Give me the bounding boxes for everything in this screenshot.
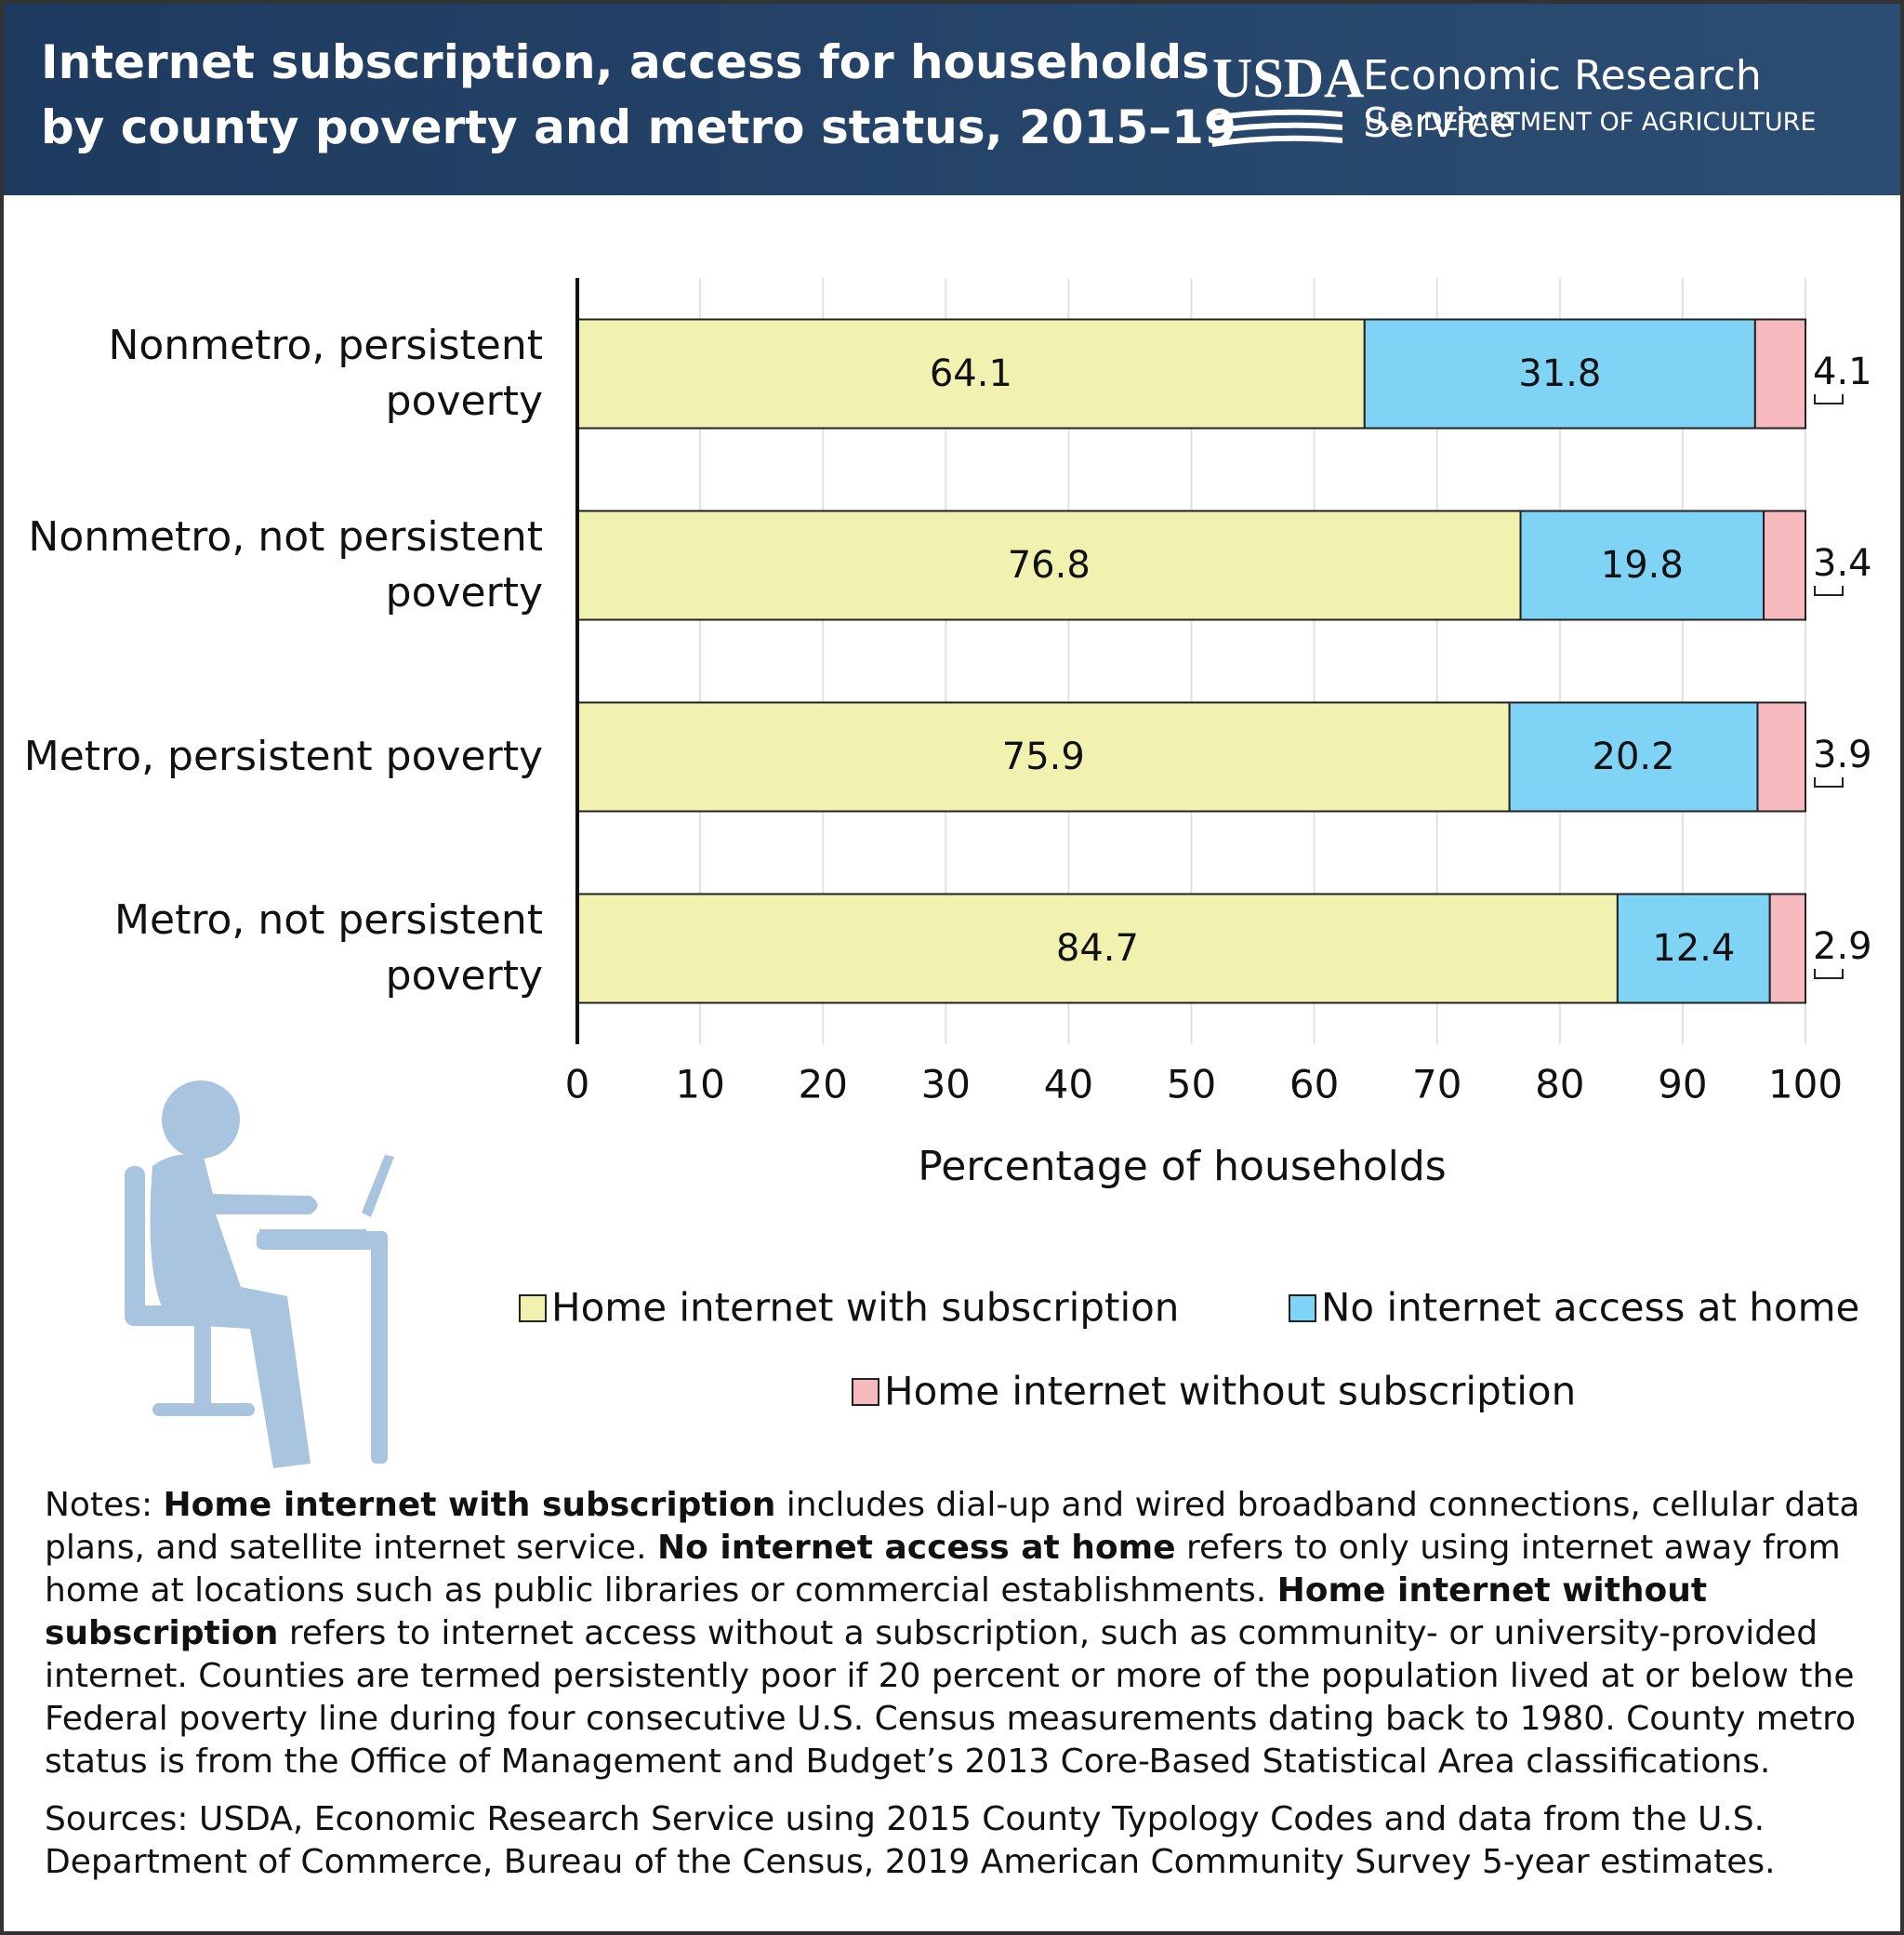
bar-segment: [1519, 510, 1765, 621]
x-tick-label: 0: [565, 1062, 590, 1107]
notes: Notes: Home internet with subscription i…: [45, 1484, 1867, 1783]
legend-swatch: [519, 1294, 547, 1322]
x-tick-label: 70: [1412, 1062, 1461, 1107]
chart: 0 10 20 30 40 50 60 70 80 90 100 Percentage of hous…: [125, 278, 1872, 1468]
category-label: Nonmetro, persistent poverty: [108, 322, 543, 425]
label-leader: [1814, 394, 1844, 404]
label-leader: [1814, 969, 1844, 979]
x-tick-label: 10: [675, 1062, 724, 1107]
data-label: 4.1: [1813, 351, 1872, 393]
label-leader: [1814, 586, 1844, 596]
bar-segment: [576, 893, 1619, 1004]
note-segment: refers to internet access without a subs…: [45, 1614, 1857, 1781]
legend-swatch: [1289, 1294, 1316, 1322]
category-label: Metro, persistent poverty: [23, 733, 543, 780]
data-label: 75.9: [1002, 736, 1085, 778]
department: U.S. DEPARTMENT OF AGRICULTURE: [1365, 108, 1817, 137]
note-segment: refers to only using internet away from …: [45, 1529, 1841, 1610]
x-tick-label: 80: [1535, 1062, 1584, 1107]
bar-segment: [576, 701, 1511, 813]
bar-segment: [1508, 701, 1759, 813]
agency: Economic Research Service: [1363, 52, 1762, 147]
note-segment: Home internet without subscription: [45, 1571, 1708, 1652]
data-label: 31.8: [1518, 352, 1601, 395]
note-segment: Home internet with subscription: [163, 1486, 776, 1524]
data-label: 12.4: [1652, 927, 1735, 970]
bar-segment: [1763, 510, 1807, 621]
legend-label: Home internet without subscription: [884, 1369, 1576, 1414]
x-tick-label: 100: [1768, 1062, 1843, 1107]
data-label: 3.4: [1813, 542, 1872, 585]
note-segment: includes dial-up and wired broadband con…: [45, 1486, 1860, 1567]
logo-swoosh: [1212, 109, 1342, 147]
data-label: 64.1: [930, 352, 1012, 395]
data-label: 76.8: [1008, 544, 1091, 587]
x-tick-label: 20: [798, 1062, 847, 1107]
x-tick-label: 90: [1658, 1062, 1707, 1107]
bar-segment: [1616, 893, 1771, 1004]
category-label: Nonmetro, not persistent poverty: [28, 513, 543, 616]
data-label: 84.7: [1056, 927, 1139, 970]
bar-segment: [1768, 893, 1807, 1004]
legend-swatch: [852, 1378, 879, 1406]
data-label: 3.9: [1813, 734, 1872, 776]
x-tick-label: 60: [1289, 1062, 1339, 1107]
bar-segment: [576, 510, 1522, 621]
x-tick-label: 30: [921, 1062, 971, 1107]
bar-segment: [1753, 318, 1806, 430]
bar-segment: [1756, 701, 1806, 813]
data-label: 20.2: [1593, 736, 1675, 778]
data-label: 2.9: [1813, 925, 1872, 968]
bar-segment: [576, 318, 1366, 430]
computer-icon: [125, 1080, 394, 1468]
header: Internet subscription, access for househ…: [4, 4, 1900, 195]
note-segment: No internet access at home: [656, 1529, 1176, 1567]
x-axis-label: Percentage of households: [918, 1143, 1446, 1190]
note-segment: Notes:: [45, 1486, 164, 1524]
x-tick-label: 50: [1167, 1062, 1216, 1107]
data-label: 19.8: [1601, 544, 1684, 587]
category-label: Metro, not persistent poverty: [114, 896, 543, 1000]
label-leader: [1814, 777, 1844, 788]
sources: Sources: USDA, Economic Research Service…: [45, 1800, 1776, 1881]
x-tick-label: 40: [1044, 1062, 1093, 1107]
legend-label: No internet access at home: [1321, 1285, 1859, 1331]
logo: USDA: [1212, 47, 1365, 109]
legend-label: Home internet with subscription: [551, 1285, 1179, 1331]
title: Internet subscription, access for househ…: [41, 35, 1236, 154]
